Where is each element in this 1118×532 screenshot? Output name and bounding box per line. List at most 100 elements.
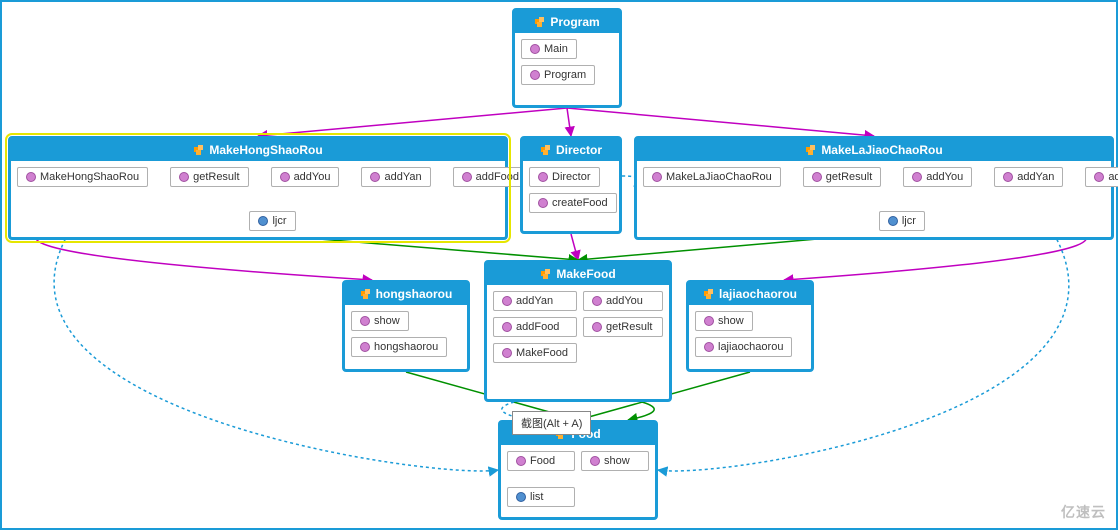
class-body: show hongshaorou xyxy=(345,305,467,363)
member-MakeHongShaoRou[interactable]: MakeHongShaoRou xyxy=(17,167,148,187)
method-icon xyxy=(530,44,540,54)
class-header[interactable]: Program xyxy=(515,11,619,33)
class-icon xyxy=(193,144,205,156)
class-node-director[interactable]: Director Director createFood xyxy=(520,136,622,234)
member-addYou[interactable]: addYou xyxy=(903,167,972,187)
class-node-make_lajiao[interactable]: MakeLaJiaoChaoRou MakeLaJiaoChaoRou getRes… xyxy=(634,136,1114,240)
method-icon xyxy=(1094,172,1104,182)
class-node-program[interactable]: Program Main Program xyxy=(512,8,622,108)
member-MakeLaJiaoChaoRou[interactable]: MakeLaJiaoChaoRou xyxy=(643,167,781,187)
class-node-food[interactable]: Food Food show list xyxy=(498,420,658,520)
class-title: hongshaorou xyxy=(376,287,453,301)
class-header[interactable]: Director xyxy=(523,139,619,161)
method-icon xyxy=(592,322,602,332)
member-label: Director xyxy=(552,171,591,183)
member-label: show xyxy=(604,455,630,467)
method-icon xyxy=(538,172,548,182)
class-title: Food xyxy=(571,427,600,441)
class-icon xyxy=(540,144,552,156)
member-label: getResult xyxy=(193,171,239,183)
member-show[interactable]: show xyxy=(581,451,649,471)
member-label: addYou xyxy=(926,171,963,183)
method-icon xyxy=(592,296,602,306)
member-label: list xyxy=(530,491,543,503)
member-label: ljcr xyxy=(902,215,916,227)
class-icon xyxy=(540,268,552,280)
class-title: MakeHongShaoRou xyxy=(209,143,322,157)
member-Food[interactable]: Food xyxy=(507,451,575,471)
member-label: ljcr xyxy=(272,215,286,227)
member-getResult[interactable]: getResult xyxy=(803,167,881,187)
class-icon xyxy=(555,428,567,440)
member-addYan[interactable]: addYan xyxy=(361,167,430,187)
member-addFood[interactable]: addFood xyxy=(493,317,577,337)
method-icon xyxy=(360,316,370,326)
method-icon xyxy=(812,172,822,182)
member-label: MakeHongShaoRou xyxy=(40,171,139,183)
member-MakeFood[interactable]: MakeFood xyxy=(493,343,577,363)
field-icon xyxy=(258,216,268,226)
member-list[interactable]: list xyxy=(507,487,575,507)
member-ljcr[interactable]: ljcr xyxy=(249,211,295,231)
class-node-make_food[interactable]: MakeFood addYan addYou addFood getResult Make… xyxy=(484,260,672,402)
class-body: addYan addYou addFood getResult MakeFood xyxy=(487,285,669,369)
member-label: addYan xyxy=(1017,171,1054,183)
method-icon xyxy=(1003,172,1013,182)
member-addYan[interactable]: addYan xyxy=(493,291,577,311)
class-header[interactable]: Food xyxy=(501,423,655,445)
member-label: Main xyxy=(544,43,568,55)
method-icon xyxy=(704,342,714,352)
class-icon xyxy=(360,288,372,300)
class-body: MakeHongShaoRougetResultaddYouaddYanaddF… xyxy=(11,161,505,237)
member-Director[interactable]: Director xyxy=(529,167,600,187)
member-show[interactable]: show xyxy=(351,311,409,331)
member-ljcr[interactable]: ljcr xyxy=(879,211,925,231)
member-getResult[interactable]: getResult xyxy=(583,317,663,337)
member-label: Food xyxy=(530,455,555,467)
method-icon xyxy=(462,172,472,182)
class-header[interactable]: lajiaochaorou xyxy=(689,283,811,305)
method-icon xyxy=(280,172,290,182)
class-body: Director createFood xyxy=(523,161,619,219)
method-icon xyxy=(26,172,36,182)
member-label: addYan xyxy=(516,295,553,307)
method-icon xyxy=(179,172,189,182)
class-node-hongshaorou[interactable]: hongshaorou show hongshaorou xyxy=(342,280,470,372)
method-icon xyxy=(590,456,600,466)
class-header[interactable]: MakeFood xyxy=(487,263,669,285)
member-hongshaorou[interactable]: hongshaorou xyxy=(351,337,447,357)
member-label: getResult xyxy=(826,171,872,183)
member-addFood[interactable]: addFood xyxy=(453,167,528,187)
class-node-lajiaochaorou[interactable]: lajiaochaorou show lajiaochaorou xyxy=(686,280,814,372)
class-body: Main Program xyxy=(515,33,619,91)
class-body: Food show list xyxy=(501,445,655,513)
class-icon xyxy=(805,144,817,156)
method-icon xyxy=(912,172,922,182)
method-icon xyxy=(360,342,370,352)
class-header[interactable]: hongshaorou xyxy=(345,283,467,305)
class-title: MakeLaJiaoChaoRou xyxy=(821,143,942,157)
member-addYou[interactable]: addYou xyxy=(583,291,663,311)
method-icon xyxy=(652,172,662,182)
class-body: MakeLaJiaoChaoRougetResultaddYouaddYanad… xyxy=(637,161,1111,237)
class-header[interactable]: MakeLaJiaoChaoRou xyxy=(637,139,1111,161)
member-label: getResult xyxy=(606,321,652,333)
class-header[interactable]: MakeHongShaoRou xyxy=(11,139,505,161)
class-node-make_hong[interactable]: MakeHongShaoRou MakeHongShaoRou getResult a… xyxy=(8,136,508,240)
member-addFood[interactable]: addFood xyxy=(1085,167,1118,187)
member-Main[interactable]: Main xyxy=(521,39,577,59)
method-icon xyxy=(530,70,540,80)
member-lajiaochaorou[interactable]: lajiaochaorou xyxy=(695,337,792,357)
member-getResult[interactable]: getResult xyxy=(170,167,248,187)
member-createFood[interactable]: createFood xyxy=(529,193,617,213)
class-title: lajiaochaorou xyxy=(719,287,797,301)
member-addYan[interactable]: addYan xyxy=(994,167,1063,187)
watermark: 亿速云 xyxy=(1061,502,1106,522)
member-label: show xyxy=(718,315,744,327)
member-label: hongshaorou xyxy=(374,341,438,353)
member-label: lajiaochaorou xyxy=(718,341,783,353)
member-addYou[interactable]: addYou xyxy=(271,167,340,187)
member-Program[interactable]: Program xyxy=(521,65,595,85)
member-show[interactable]: show xyxy=(695,311,753,331)
class-title: Program xyxy=(550,15,599,29)
